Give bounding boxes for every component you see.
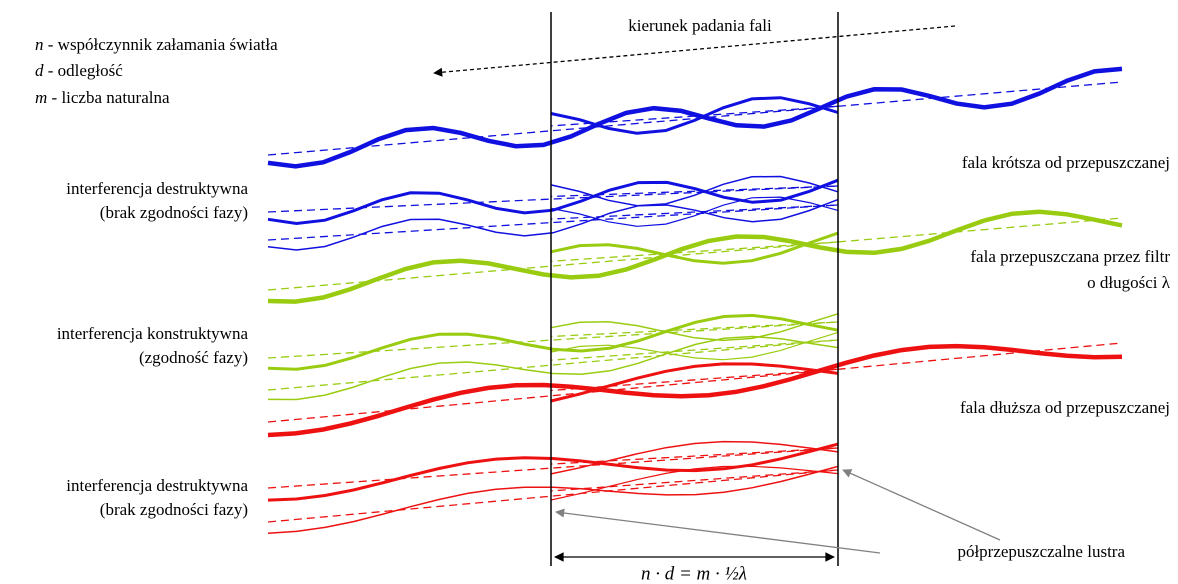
- baseline: [550, 469, 839, 492]
- interference-label: interferencja destruktywna: [66, 179, 248, 198]
- legend-item: m - liczba naturalna: [35, 88, 170, 107]
- baseline: [267, 447, 839, 489]
- legend-item: d - odległość: [35, 61, 123, 80]
- wave-label: fala dłuższa od przepuszczanej: [960, 398, 1170, 417]
- wave: [550, 231, 839, 265]
- wave: [267, 335, 839, 401]
- wave: [267, 465, 839, 534]
- wave: [267, 198, 839, 251]
- wave: [267, 313, 839, 371]
- baseline: [550, 241, 839, 262]
- interference-label: interferencja konstruktywna: [57, 324, 249, 343]
- direction-label: kierunek padania fali: [628, 16, 772, 35]
- formula: n · d = m · ½λ: [641, 563, 747, 584]
- baseline: [267, 185, 839, 213]
- wave: [550, 196, 839, 227]
- wave: [550, 331, 839, 361]
- wave: [550, 96, 839, 135]
- wave: [267, 209, 1123, 304]
- direction-arrow: [433, 25, 956, 77]
- interference-label: interferencja destruktywna: [66, 476, 248, 495]
- interference-label: (brak zgodności fazy): [100, 500, 248, 519]
- interference-label: (brak zgodności fazy): [100, 203, 248, 222]
- baseline: [267, 469, 839, 523]
- wave: [550, 465, 839, 501]
- wave-label: o długości λ: [1087, 273, 1171, 292]
- interference-label: (zgodność fazy): [139, 348, 248, 367]
- wave-label: fala przepuszczana przez filtr: [970, 247, 1170, 266]
- pointer-arrow: [555, 508, 881, 554]
- wave: [550, 313, 839, 342]
- wave: [267, 343, 1123, 438]
- baseline: [550, 321, 839, 338]
- pointer-arrow: [842, 469, 1001, 541]
- baseline: [267, 321, 839, 359]
- baseline: [550, 447, 839, 465]
- baseline: [550, 339, 839, 361]
- legend-item: n - współczynnik załamania światła: [35, 35, 278, 54]
- wave: [267, 178, 839, 226]
- baseline: [550, 185, 839, 198]
- baseline: [267, 339, 839, 391]
- wave: [550, 175, 839, 207]
- baseline: [550, 368, 839, 392]
- wave-label: fala krótsza od przepuszczanej: [962, 153, 1170, 172]
- wave: [267, 66, 1123, 169]
- baseline: [267, 81, 1123, 156]
- baseline: [267, 204, 839, 241]
- waves: [267, 66, 1123, 534]
- wave: [550, 440, 839, 475]
- wave: [550, 362, 839, 403]
- mirrors-label: półprzepuszczalne lustra: [957, 542, 1125, 561]
- baseline: [550, 204, 839, 220]
- baseline: [550, 105, 839, 127]
